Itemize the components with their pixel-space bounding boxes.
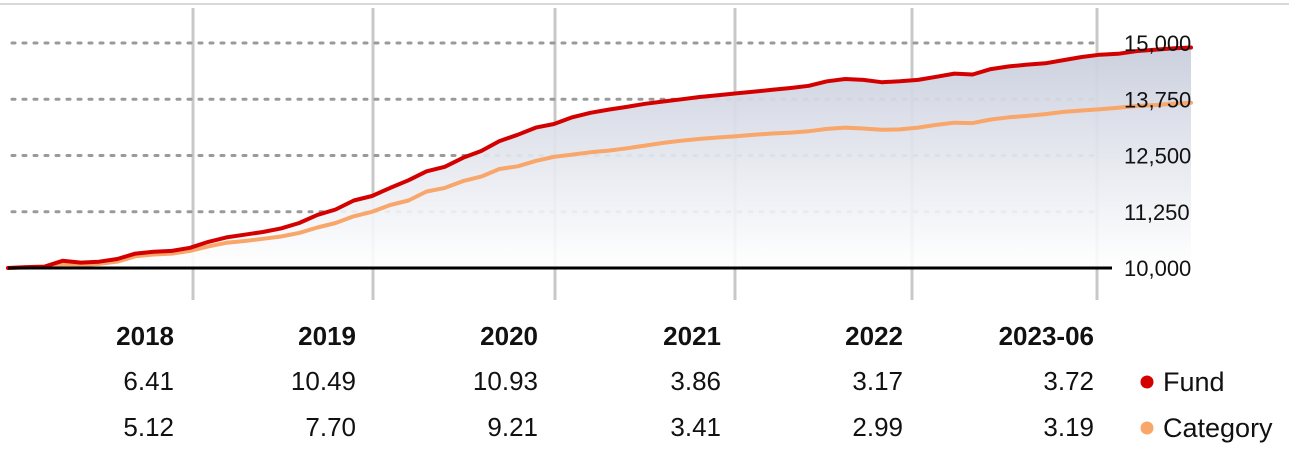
- y-tick-label: 15,000: [1124, 31, 1191, 56]
- fund-series-line: [6, 45, 1193, 270]
- fund-return-value: 3.86: [670, 366, 721, 396]
- category-return-value: 2.99: [852, 412, 903, 442]
- fund-return-value: 6.41: [123, 366, 174, 396]
- y-tick-label: 13,750: [1124, 87, 1191, 112]
- y-tick-label: 10,000: [1124, 256, 1191, 281]
- legend-fund-marker: [1140, 375, 1154, 389]
- year-label: 2020: [480, 321, 538, 351]
- legend-category-marker: [1140, 421, 1154, 435]
- year-label: 2021: [663, 321, 721, 351]
- y-axis-tick-labels: 15,000 13,750 12,500 11,250 10,000: [1124, 31, 1191, 281]
- year-label: 2019: [298, 321, 356, 351]
- legend-fund-label: Fund: [1163, 367, 1225, 397]
- year-label: 2022: [845, 321, 903, 351]
- fund-return-value: 3.17: [852, 366, 903, 396]
- legend: Fund Category: [1140, 367, 1273, 443]
- fund-return-value: 3.72: [1043, 366, 1094, 396]
- year-label: 2023-06: [999, 321, 1094, 351]
- category-series-line: [6, 100, 1193, 270]
- fund-return-value: 10.49: [291, 366, 356, 396]
- category-return-value: 5.12: [123, 412, 174, 442]
- fund-return-value: 10.93: [473, 366, 538, 396]
- year-label: 2018: [116, 321, 174, 351]
- legend-category-label: Category: [1163, 413, 1273, 443]
- category-return-value: 9.21: [487, 412, 538, 442]
- category-return-value: 3.41: [670, 412, 721, 442]
- y-tick-label: 12,500: [1124, 144, 1191, 169]
- fund-area-fill: [8, 47, 1191, 268]
- y-tick-label: 11,250: [1124, 200, 1190, 225]
- category-return-value: 7.70: [305, 412, 356, 442]
- annual-returns-table: 2018 6.41 5.12 2019 10.49 7.70 2020 10.93 9.21 20…: [116, 321, 1094, 442]
- category-return-value: 3.19: [1043, 412, 1094, 442]
